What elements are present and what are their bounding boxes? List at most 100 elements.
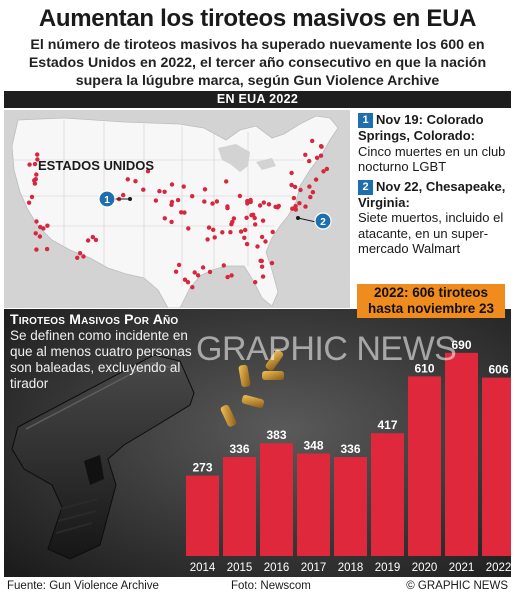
shooting-dot — [237, 193, 243, 199]
shooting-dot — [33, 231, 38, 236]
shooting-dot — [293, 204, 298, 209]
marker-2-leader — [296, 216, 317, 223]
shooting-dot — [169, 182, 175, 187]
callout-line-2: hasta noviembre 23 — [367, 301, 495, 316]
shooting-dot — [303, 152, 308, 157]
page-title: Aumentan los tiroteos masivos en EUA — [38, 5, 477, 32]
shooting-dot — [244, 215, 249, 220]
shooting-dot — [276, 203, 281, 209]
shooting-dot — [141, 187, 146, 192]
bar-2014 — [186, 475, 219, 556]
shooting-dot — [293, 207, 298, 212]
shooting-dot — [44, 246, 50, 252]
callout-line-1: 2022: 606 tiroteos — [373, 285, 489, 300]
shooting-dot — [243, 227, 248, 233]
shooting-dot — [34, 219, 39, 224]
shooting-dot — [125, 177, 130, 182]
value-label-2022: 606 — [488, 363, 508, 377]
map-marker-1-label: 1 — [104, 195, 110, 206]
shooting-dot — [133, 179, 138, 184]
shooting-dot — [37, 234, 43, 239]
shooting-dot — [206, 225, 212, 230]
shooting-dot — [253, 280, 258, 285]
category-label-2014: 2014 — [190, 562, 216, 574]
shooting-dot — [224, 179, 229, 184]
shooting-dot — [34, 172, 39, 177]
shooting-dot — [291, 195, 297, 201]
shooting-dot — [93, 237, 99, 243]
shooting-dot — [35, 157, 40, 162]
shooting-dot — [260, 218, 266, 223]
bar-2015 — [223, 457, 256, 556]
value-label-2018: 336 — [340, 442, 360, 456]
shooting-dot — [303, 204, 308, 209]
event-2-number: 2 — [358, 179, 373, 195]
bar-2019 — [371, 433, 404, 556]
shooting-dot — [202, 199, 207, 204]
shooting-dot — [176, 262, 182, 268]
shooting-dot — [162, 189, 167, 194]
shooting-dot — [269, 260, 275, 266]
shooting-dot — [195, 273, 201, 278]
shooting-dot — [169, 199, 175, 205]
bar-2017 — [297, 453, 330, 556]
shooting-dot — [231, 216, 237, 221]
footer-photo-credit: Foto: Newscom — [231, 580, 311, 592]
shooting-dot — [77, 251, 83, 256]
shooting-dot — [157, 189, 162, 194]
shooting-dot — [145, 169, 151, 174]
shooting-dot — [225, 205, 230, 211]
chart-panel: 273 336 383 348 336 417 610 690 606 2014 2015 2016… — [4, 309, 511, 577]
shooting-dot — [321, 169, 326, 174]
shooting-dot — [307, 184, 312, 189]
shooting-dot — [34, 247, 39, 252]
bullets-illustration — [220, 349, 284, 427]
marker-1-leader — [114, 197, 132, 201]
chart-category-labels: 2014 2015 2016 2017 2018 2019 2020 2021 2022 — [190, 562, 511, 574]
shooting-dot — [26, 200, 32, 205]
shooting-dot — [162, 216, 167, 221]
shooting-dot — [207, 269, 213, 275]
shooting-dot — [245, 201, 250, 206]
shooting-dot — [249, 213, 254, 218]
shooting-dot — [202, 187, 208, 192]
bar-chart: 273 336 383 348 336 417 610 690 606 2014 2015 2016… — [4, 309, 511, 577]
shooting-dot — [173, 269, 179, 274]
shooting-dot — [314, 155, 320, 160]
chart-bars — [186, 352, 511, 556]
value-label-2017: 348 — [303, 439, 323, 453]
shooting-dot — [182, 210, 187, 215]
shooting-dot — [121, 192, 126, 198]
category-label-2015: 2015 — [227, 562, 253, 574]
footer: Fuente: Gun Violence Archive Foto: Newsc… — [0, 579, 515, 596]
event-2-heading: Nov 22, Chesapeake, Virginia: — [358, 178, 506, 210]
shooting-dot — [153, 198, 159, 203]
shooting-dot — [260, 274, 266, 279]
shooting-dot — [182, 277, 188, 282]
shooting-dot — [270, 229, 275, 235]
map-marker-1 — [98, 190, 116, 208]
shooting-dot — [310, 138, 315, 144]
shooting-dot — [32, 161, 38, 167]
shooting-dot — [220, 230, 225, 235]
chart-value-labels: 273 336 383 348 336 417 610 690 606 — [192, 338, 508, 475]
category-label-2020: 2020 — [412, 562, 438, 574]
event-1-number: 1 — [358, 113, 373, 128]
shooting-dot — [210, 201, 215, 206]
shooting-dot — [190, 285, 195, 290]
shooting-dot — [248, 197, 253, 203]
shooting-dot — [313, 177, 319, 182]
shooting-dot — [308, 194, 313, 200]
shooting-dot — [253, 222, 258, 227]
shooting-dot — [38, 224, 43, 230]
category-label-2017: 2017 — [301, 562, 327, 574]
shooting-dot — [290, 206, 295, 211]
shooting-dot — [259, 258, 264, 264]
shooting-dot — [29, 194, 35, 200]
shooting-dot — [292, 184, 298, 190]
shooting-dot — [181, 184, 186, 189]
shooting-dot — [307, 158, 312, 164]
lake-erie — [256, 158, 276, 170]
footer-source: Fuente: Gun Violence Archive — [7, 580, 159, 592]
watermark: GRAPHIC NEWS — [196, 330, 457, 368]
